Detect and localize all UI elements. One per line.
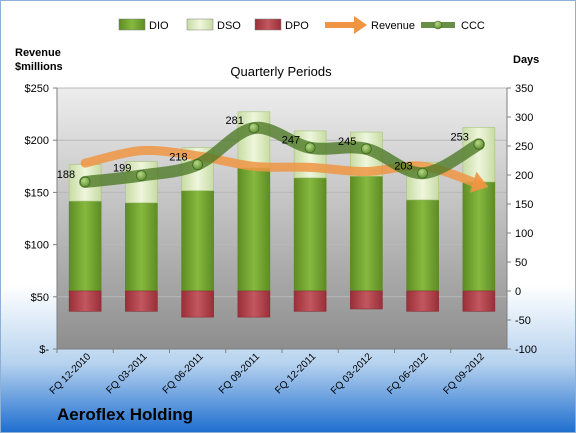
legend-arrowhead-revenue: [354, 16, 367, 34]
right-tick-label: 100: [515, 228, 533, 240]
right-tick-label: -100: [515, 344, 537, 356]
right-tick-label: 150: [515, 199, 533, 211]
legend-swatch-dpo: [254, 18, 282, 31]
chart-title: Quarterly Periods: [230, 64, 332, 79]
bar-dpo: [68, 290, 102, 312]
ccc-point: [79, 176, 91, 188]
x-tick-label: FQ 12-2011: [273, 351, 318, 396]
right-axis-label: Days: [513, 54, 539, 66]
legend-label-revenue: Revenue: [371, 20, 415, 32]
plot-area: [57, 88, 507, 349]
ccc-data-label: 188: [57, 169, 75, 181]
ccc-point: [360, 143, 372, 155]
ccc-point: [192, 159, 204, 170]
left-tick-label: $200: [25, 135, 49, 147]
left-tick-label: $50: [31, 292, 49, 304]
legend-label-dio: DIO: [149, 20, 169, 32]
ccc-point: [135, 170, 147, 181]
bar-dpo: [125, 290, 158, 312]
ccc-point: [473, 138, 485, 150]
right-tick-label: 0: [515, 286, 521, 298]
revenue-arrowhead: [469, 171, 489, 193]
right-tick-label: 300: [515, 112, 533, 124]
legend-swatch-dio: [118, 18, 146, 31]
bar-dio: [350, 175, 383, 292]
ccc-data-label: 199: [113, 163, 131, 175]
legend-swatch-dso: [186, 18, 214, 31]
ccc-data-label: 247: [282, 135, 300, 147]
right-tick-label: -50: [515, 315, 531, 327]
bar-dpo: [350, 290, 383, 310]
bar-dio: [406, 199, 439, 292]
left-tick-label: $100: [25, 240, 49, 252]
ccc-data-label: 281: [226, 115, 244, 127]
ccc-point: [304, 142, 316, 154]
bar-dpo: [293, 290, 327, 312]
bar-dpo: [406, 290, 439, 312]
ccc-point: [248, 122, 260, 134]
left-tick-label: $-: [39, 344, 49, 356]
right-tick-label: 350: [515, 83, 533, 95]
x-tick-label: FQ 06-2011: [161, 351, 206, 396]
bar-dio: [68, 200, 102, 292]
right-tick-label: 200: [515, 170, 533, 182]
right-tick-label: 250: [515, 141, 533, 153]
bar-dpo: [462, 290, 496, 312]
x-tick-label: FQ 03-2011: [105, 351, 150, 396]
bar-dpo: [181, 290, 214, 318]
ccc-data-label: 203: [394, 160, 412, 172]
legend-label-dso: DSO: [217, 20, 241, 32]
left-tick-label: $250: [25, 83, 49, 95]
bar-dpo: [237, 290, 271, 318]
legend-label-dpo: DPO: [285, 20, 309, 32]
x-tick-label: FQ 06-2012: [385, 351, 431, 397]
right-tick-label: 50: [515, 257, 527, 269]
x-tick-label: FQ 12-2010: [48, 351, 94, 397]
left-axis-label-line2: $millions: [15, 61, 63, 73]
ccc-data-label: 218: [169, 152, 187, 164]
ccc-point: [417, 167, 429, 179]
bar-dio: [237, 167, 271, 292]
x-tick-label: FQ 09-2012: [441, 351, 487, 397]
company-name: Aeroflex Holding: [57, 405, 194, 424]
legend-marker-ccc: [433, 20, 443, 30]
ccc-data-label: 245: [338, 136, 356, 148]
x-tick-label: FQ 09-2011: [217, 351, 262, 396]
bar-dio: [181, 190, 214, 292]
legend-label-ccc: CCC: [461, 20, 485, 32]
ccc-data-label: 253: [451, 131, 469, 143]
left-tick-label: $150: [25, 187, 49, 199]
left-axis-label-line1: Revenue: [15, 47, 61, 59]
bar-dio: [462, 181, 496, 292]
bar-dso: [237, 111, 271, 169]
bar-dio: [293, 177, 327, 292]
revenue-line: [80, 145, 484, 189]
bar-dio: [125, 202, 158, 292]
x-tick-label: FQ 03-2012: [329, 351, 375, 397]
